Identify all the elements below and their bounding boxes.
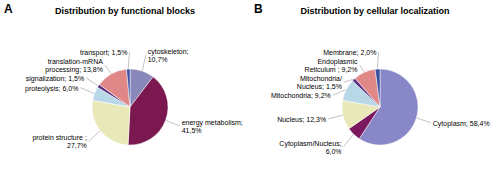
html-text:Distribution by functional blo: Distribution by functional blocks (55, 6, 195, 16)
svg-text:Mitochondria; 9,2%: Mitochondria; 9,2% (271, 92, 331, 99)
svg-text:Cytoplasm; 58,4%: Cytoplasm; 58,4% (433, 119, 490, 127)
svg-text:proteolysis; 6,0%: proteolysis; 6,0% (25, 84, 78, 92)
svg-text:Cytoplasm/Nucleus;6,0%: Cytoplasm/Nucleus;6,0% (279, 139, 341, 154)
html-text:B: B (254, 2, 263, 16)
svg-text:translation-mRNAprocessing; 13: translation-mRNAprocessing; 13,8% (45, 57, 103, 73)
svg-text:signalization; 1,5%: signalization; 1,5% (26, 74, 84, 82)
svg-text:Nucleus; 12,3%: Nucleus; 12,3% (277, 115, 326, 122)
svg-text:Membrane; 2,0%: Membrane; 2,0% (323, 49, 376, 56)
svg-text:Mitochondria/Nucleus; 1,5%: Mitochondria/Nucleus; 1,5% (297, 75, 342, 90)
svg-text:cytoskeleton;10,7%: cytoskeleton;10,7% (148, 47, 189, 62)
html-text:A: A (4, 2, 13, 16)
svg-text:protein structure ;27,7%: protein structure ;27,7% (32, 134, 87, 149)
html-text:Distribution by cellular local: Distribution by cellular localization (300, 6, 450, 16)
svg-text:energy metabolism;41,5%: energy metabolism;41,5% (182, 119, 243, 134)
svg-text:transport; 1,5%: transport; 1,5% (80, 48, 127, 56)
svg-text:EndoplasmicReticulum ; 9,2%: EndoplasmicReticulum ; 9,2% (305, 58, 358, 73)
